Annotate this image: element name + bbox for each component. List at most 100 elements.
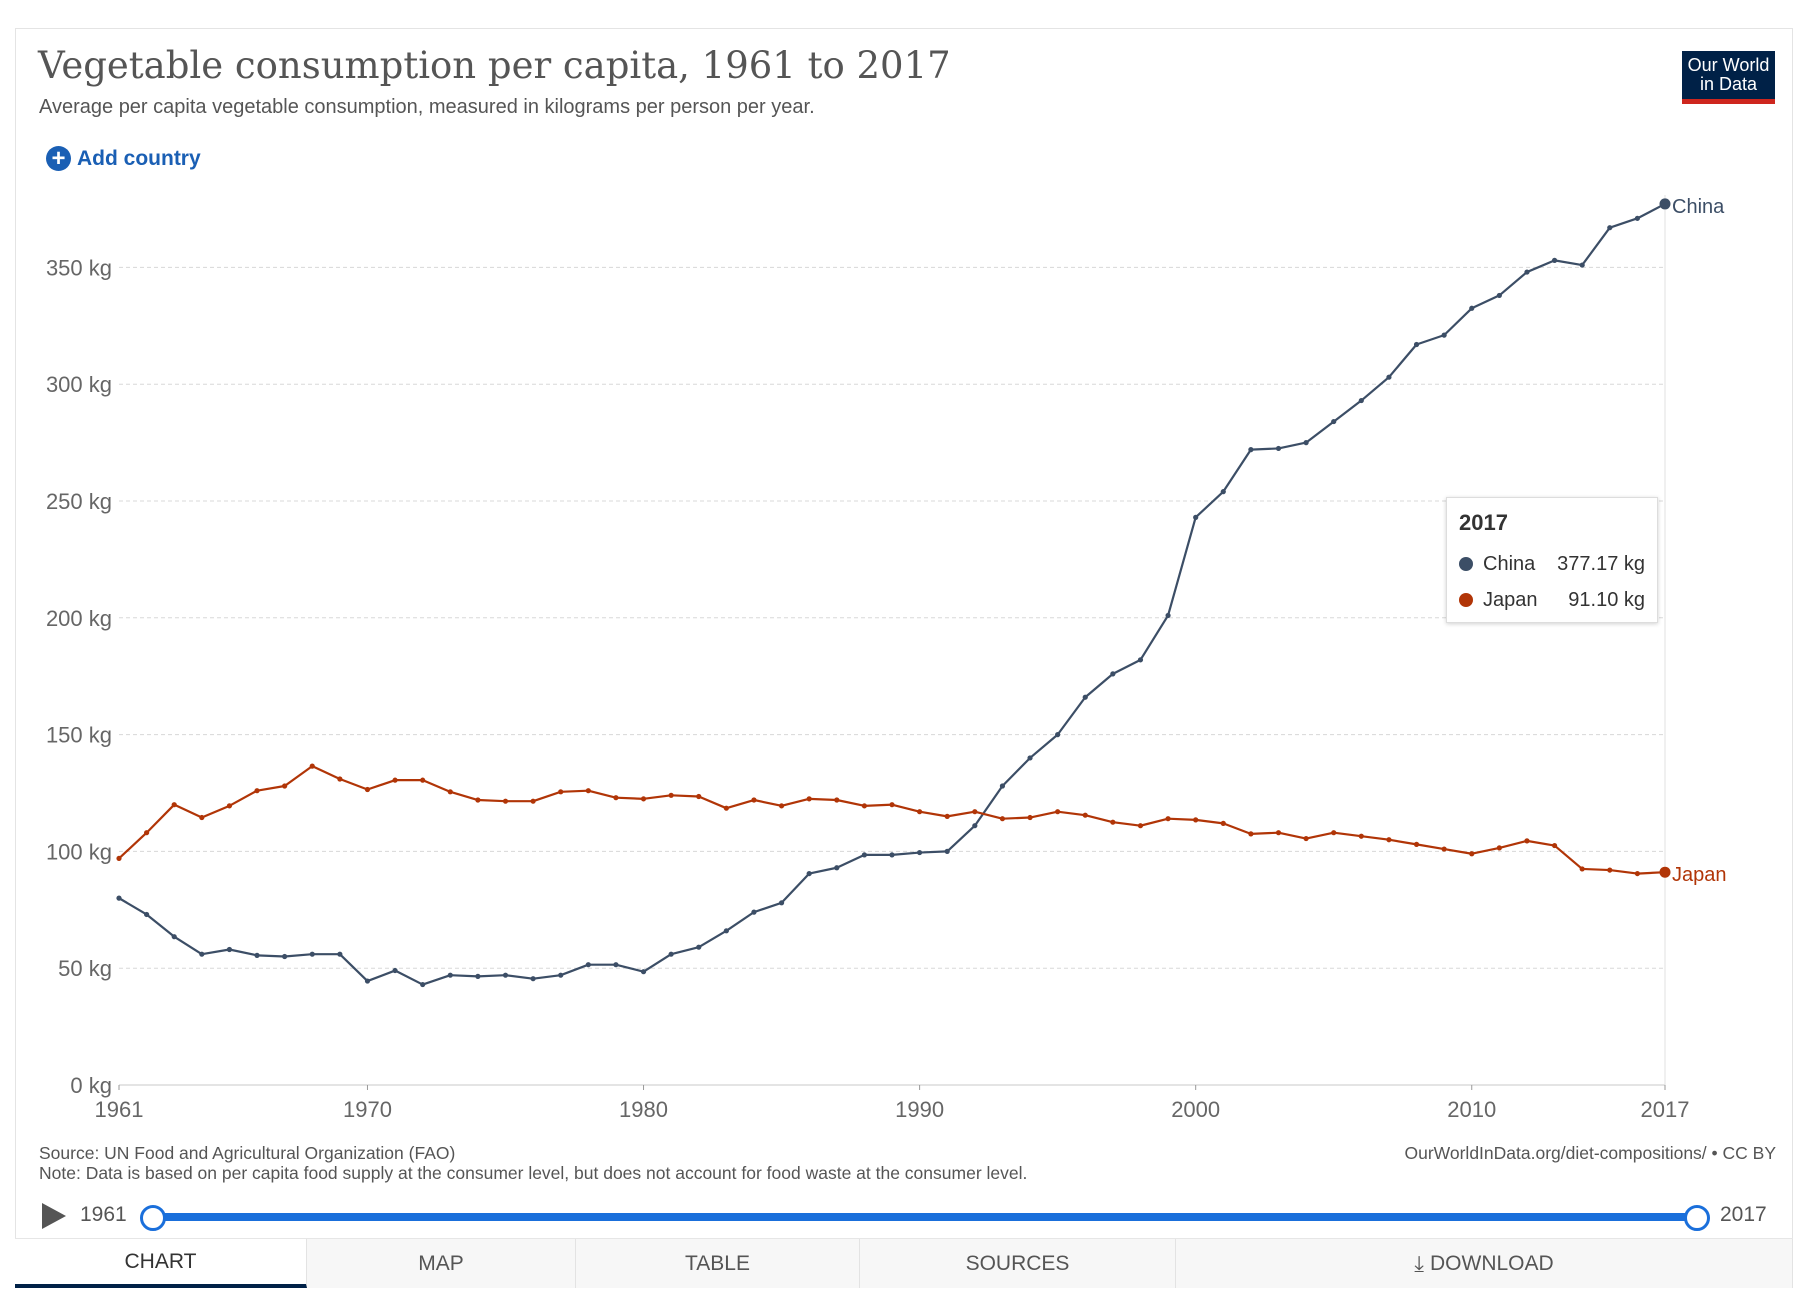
data-point-china	[1165, 612, 1171, 619]
tooltip-value: 91.10 kg	[1568, 588, 1645, 611]
line-chart[interactable]: 0 kg 50 kg 100 kg 150 kg 200 kg 250 kg 300 kg 3…	[0, 0, 1811, 1135]
data-point-japan	[282, 783, 288, 789]
data-point-japan	[1413, 841, 1420, 847]
data-point-japan	[613, 795, 619, 801]
data-point-china	[309, 951, 315, 957]
data-point-japan	[972, 809, 978, 815]
add-country-label: Add country	[77, 146, 201, 170]
timeline-end-label: 2017	[1720, 1203, 1767, 1226]
data-point-china	[226, 946, 233, 953]
x-tick-label: 2000	[1171, 1097, 1220, 1122]
data-point-china	[1441, 332, 1447, 338]
series-end-label: China	[1672, 196, 1725, 218]
data-point-china	[1082, 694, 1088, 700]
tab-table[interactable]: TABLE	[576, 1239, 860, 1288]
source-text: Source: UN Food and Agricultural Organiz…	[39, 1143, 456, 1163]
credit-link[interactable]: OurWorldInData.org/diet-compositions/ • …	[1404, 1143, 1777, 1163]
data-point-china	[1358, 397, 1364, 404]
y-tick-label: 0 kg	[70, 1073, 112, 1098]
data-point-japan	[751, 797, 757, 803]
plus-circle-icon: +	[46, 146, 71, 171]
tooltip-name: Japan	[1483, 588, 1538, 611]
y-tick-label: 250 kg	[46, 489, 112, 514]
x-tick-label: 2010	[1447, 1097, 1496, 1122]
data-point-china	[834, 865, 840, 871]
data-point-china	[1137, 657, 1144, 663]
data-point-china	[254, 952, 260, 958]
data-point-japan	[1275, 830, 1282, 836]
data-point-china	[861, 852, 867, 858]
data-point-japan	[696, 793, 702, 800]
data-point-japan	[668, 792, 674, 798]
data-point-china	[1496, 292, 1502, 299]
data-point-japan	[392, 777, 398, 783]
data-point-china	[696, 944, 702, 950]
data-point-japan	[1248, 831, 1254, 837]
data-point-china	[144, 911, 150, 918]
data-point-china	[723, 928, 729, 934]
y-tick-label: 150 kg	[46, 723, 112, 748]
data-point-japan	[723, 805, 729, 811]
timeline-track[interactable]	[152, 1213, 1696, 1221]
timeline-start-handle[interactable]	[140, 1205, 166, 1231]
data-point-japan	[1331, 830, 1337, 836]
data-point-china	[282, 953, 288, 960]
data-point-china	[171, 934, 177, 940]
note-text: Note: Data is based on per capita food s…	[39, 1163, 1028, 1183]
tab-sources[interactable]: SOURCES	[860, 1239, 1176, 1288]
data-point-china	[889, 852, 895, 858]
data-point-china	[447, 972, 453, 978]
data-point-china	[1579, 262, 1585, 268]
data-point-japan	[1027, 814, 1033, 821]
tab-label: SOURCES	[965, 1251, 1070, 1275]
tab-label: MAP	[418, 1251, 464, 1275]
download-icon: ⤓	[1414, 1250, 1425, 1276]
data-point-japan	[1469, 851, 1475, 857]
data-point-japan	[171, 802, 177, 808]
data-point-china	[1469, 305, 1475, 311]
data-point-japan	[420, 777, 426, 783]
x-tick-label: 1980	[619, 1097, 668, 1122]
data-point-china	[1193, 514, 1199, 520]
tab-label: CHART	[124, 1249, 197, 1273]
x-tick-label: 1961	[95, 1097, 144, 1122]
tab-map[interactable]: MAP	[307, 1239, 576, 1288]
add-country-button[interactable]: + Add country	[46, 146, 201, 171]
data-point-japan	[1496, 845, 1502, 851]
data-point-japan	[199, 814, 205, 821]
data-point-china	[1331, 418, 1337, 425]
series-line-china	[118, 202, 1666, 986]
owid-logo[interactable]: Our World in Data	[1682, 51, 1775, 104]
data-point-china	[1634, 215, 1640, 221]
timeline-end-handle[interactable]	[1684, 1205, 1710, 1231]
data-point-china	[1303, 440, 1309, 446]
data-point-japan	[226, 803, 233, 809]
logo-line-2: in Data	[1699, 74, 1758, 94]
data-point-china	[392, 967, 398, 974]
data-point-japan	[1441, 846, 1447, 852]
data-point-japan	[475, 797, 481, 803]
data-point-japan	[806, 796, 812, 802]
data-point-china	[668, 951, 674, 957]
play-icon[interactable]	[42, 1203, 66, 1229]
data-point-china	[944, 848, 950, 855]
data-point-japan	[1193, 817, 1199, 823]
data-point-china	[1110, 671, 1116, 677]
tab-chart[interactable]: CHART	[15, 1239, 307, 1288]
data-point-china	[1659, 198, 1671, 210]
data-point-japan	[116, 855, 122, 862]
data-point-japan	[337, 776, 343, 782]
data-point-japan	[558, 789, 564, 795]
logo-line-1: Our World	[1687, 55, 1770, 75]
data-point-china	[751, 909, 757, 915]
timeline: 1961 2017	[0, 1195, 1811, 1235]
data-point-china	[199, 951, 205, 957]
data-point-china	[1413, 341, 1420, 348]
china-dot-icon	[1459, 557, 1473, 571]
data-point-china	[806, 870, 812, 877]
tab-bar: CHART MAP TABLE SOURCES ⤓ DOWNLOAD	[15, 1238, 1793, 1288]
tab-download[interactable]: ⤓ DOWNLOAD	[1176, 1239, 1793, 1288]
data-point-china	[530, 976, 536, 982]
tab-label: DOWNLOAD	[1430, 1251, 1554, 1275]
data-point-japan	[944, 813, 950, 819]
